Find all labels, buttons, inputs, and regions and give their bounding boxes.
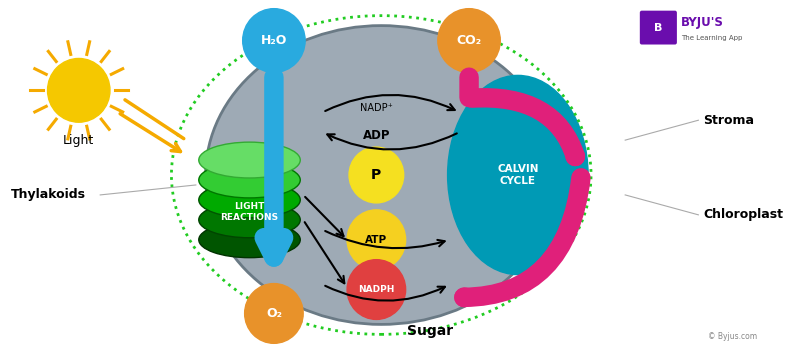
Ellipse shape <box>206 26 557 324</box>
Ellipse shape <box>198 222 300 258</box>
Circle shape <box>245 284 303 343</box>
Text: Sugar: Sugar <box>407 324 453 338</box>
Circle shape <box>47 58 110 122</box>
Ellipse shape <box>447 75 588 275</box>
Text: © Byjus.com: © Byjus.com <box>708 332 757 341</box>
Text: CO₂: CO₂ <box>457 34 482 47</box>
Text: Thylakoids: Thylakoids <box>10 188 86 201</box>
Circle shape <box>349 147 404 203</box>
Text: ADP: ADP <box>362 129 390 142</box>
Ellipse shape <box>198 162 300 198</box>
Text: NADP⁺: NADP⁺ <box>360 103 393 113</box>
FancyBboxPatch shape <box>638 6 774 48</box>
Ellipse shape <box>198 202 300 238</box>
Text: BYJU'S: BYJU'S <box>681 16 724 29</box>
Circle shape <box>347 260 406 320</box>
Text: CALVIN
CYCLE: CALVIN CYCLE <box>497 164 538 186</box>
Text: O₂: O₂ <box>266 307 282 320</box>
Text: P: P <box>371 168 382 182</box>
Text: Chloroplast: Chloroplast <box>703 208 783 221</box>
FancyBboxPatch shape <box>640 10 677 44</box>
Text: NADPH: NADPH <box>358 285 394 294</box>
Text: Stroma: Stroma <box>703 114 754 127</box>
Text: LIGHT
REACTIONS: LIGHT REACTIONS <box>221 202 278 222</box>
Text: Light: Light <box>63 134 94 147</box>
Text: H₂O: H₂O <box>261 34 287 47</box>
FancyArrowPatch shape <box>472 98 575 156</box>
Text: ATP: ATP <box>366 235 387 245</box>
Circle shape <box>242 9 305 72</box>
Ellipse shape <box>198 182 300 218</box>
Circle shape <box>347 210 406 270</box>
Circle shape <box>438 9 500 72</box>
Ellipse shape <box>198 142 300 178</box>
Text: B: B <box>654 23 662 33</box>
Text: The Learning App: The Learning App <box>681 35 742 41</box>
FancyArrowPatch shape <box>464 178 581 298</box>
